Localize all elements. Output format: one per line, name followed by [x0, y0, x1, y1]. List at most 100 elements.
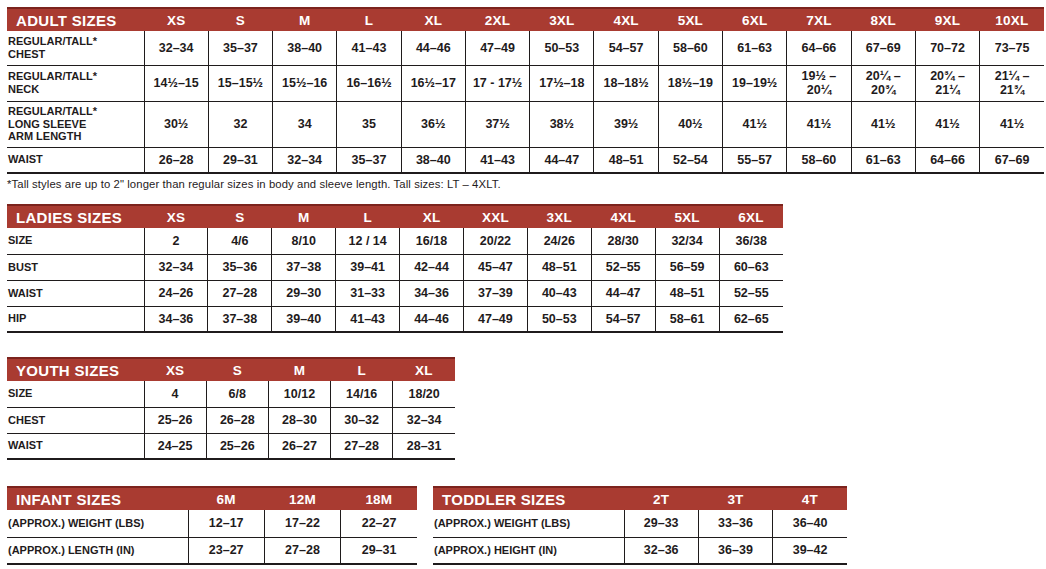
size-cell: 36½: [401, 101, 465, 147]
size-cell: 48–51: [594, 147, 658, 173]
size-cell: 62–65: [719, 306, 783, 332]
column-header-s: S: [208, 205, 272, 228]
table-row: CHEST25–2626–2828–3030–3232–34: [7, 407, 455, 433]
size-cell: 20/22: [463, 228, 527, 254]
table-row: BUST32–3435–3637–3839–4142–4445–4748–515…: [7, 254, 783, 280]
size-cell: 18½–19: [658, 65, 722, 101]
size-cell: 37½: [465, 101, 529, 147]
size-cell: 17½–18: [530, 65, 594, 101]
size-cell: 48–51: [655, 280, 719, 306]
size-cell: 21¼ – 21¾: [980, 65, 1044, 101]
row-label: BUST: [7, 254, 144, 280]
ladies-sizes-table: LADIES SIZESXSSMLXLXXL3XL4XL5XL6XLSIZE24…: [7, 204, 783, 333]
size-cell: 12 / 14: [336, 228, 400, 254]
row-label: SIZE: [7, 228, 144, 254]
size-cell: 67–69: [980, 147, 1044, 173]
size-cell: 34–36: [144, 306, 208, 332]
size-cell: 48–51: [527, 254, 591, 280]
header-row: ADULT SIZESXSSMLXL2XL3XL4XL5XL6XL7XL8XL9…: [7, 8, 1044, 31]
size-cell: 14½–15: [144, 65, 208, 101]
column-header-xxl: XXL: [463, 205, 527, 228]
table-row: WAIST26–2829–3132–3435–3738–4041–4344–47…: [7, 147, 1044, 173]
row-label: REGULAR/TALL* CHEST: [7, 31, 144, 65]
size-cell: 61–63: [723, 31, 787, 65]
size-cell: 70–72: [915, 31, 979, 65]
size-cell: 39½: [594, 101, 658, 147]
column-header-6m: 6M: [188, 487, 264, 510]
column-header-3xl: 3XL: [530, 8, 594, 31]
column-header-l: L: [336, 205, 400, 228]
column-header-3xl: 3XL: [527, 205, 591, 228]
size-cell: 36–39: [698, 537, 772, 564]
size-cell: 32–34: [144, 254, 208, 280]
size-cell: 26–27: [268, 433, 330, 459]
size-cell: 27–28: [264, 537, 340, 564]
column-header-4xl: 4XL: [591, 205, 655, 228]
size-cell: 24–25: [144, 433, 206, 459]
size-cell: 26–28: [206, 407, 268, 433]
size-cell: 41½: [851, 101, 915, 147]
table-row: REGULAR/TALL* CHEST32–3435–3738–4041–434…: [7, 31, 1044, 65]
size-cell: 24/26: [527, 228, 591, 254]
size-cell: 38–40: [273, 31, 337, 65]
size-cell: 18/20: [393, 381, 455, 407]
size-cell: 28–30: [268, 407, 330, 433]
size-cell: 32–36: [624, 537, 698, 564]
header-row: LADIES SIZESXSSMLXLXXL3XL4XL5XL6XL: [7, 205, 783, 228]
header-row: TODDLER SIZES2T3T4T: [433, 487, 847, 510]
size-cell: 15–15½: [208, 65, 272, 101]
size-cell: 31–33: [336, 280, 400, 306]
column-header-4t: 4T: [773, 487, 847, 510]
table-row: WAIST24–2525–2626–2727–2828–31: [7, 433, 455, 459]
size-cell: 55–57: [723, 147, 787, 173]
size-cell: 27–28: [331, 433, 393, 459]
size-cell: 61–63: [851, 147, 915, 173]
table-row: REGULAR/TALL* LONG SLEEVE ARM LENGTH30½3…: [7, 101, 1044, 147]
size-cell: 41–43: [336, 306, 400, 332]
size-cell: 25–26: [206, 433, 268, 459]
size-cell: 29–30: [272, 280, 336, 306]
column-header-xs: XS: [144, 205, 208, 228]
row-label: (APPROX.) HEIGHT (IN): [433, 537, 624, 564]
size-cell: 41½: [915, 101, 979, 147]
size-cell: 41–43: [465, 147, 529, 173]
column-header-l: L: [337, 8, 401, 31]
size-cell: 28/30: [591, 228, 655, 254]
row-label: REGULAR/TALL* LONG SLEEVE ARM LENGTH: [7, 101, 144, 147]
ladies-sizes-section: LADIES SIZESXSSMLXLXXL3XL4XL5XL6XLSIZE24…: [7, 204, 783, 333]
header-row: INFANT SIZES6M12M18M: [7, 487, 417, 510]
row-label: CHEST: [7, 407, 144, 433]
infant-sizes-table: INFANT SIZES6M12M18M(APPROX.) WEIGHT (LB…: [7, 486, 417, 565]
size-cell: 32/34: [655, 228, 719, 254]
size-cell: 29–33: [624, 510, 698, 537]
size-cell: 12–17: [188, 510, 264, 537]
table-row: (APPROX.) LENGTH (IN)23–2727–2829–31: [7, 537, 417, 564]
table-row: WAIST24–2627–2829–3031–3334–3637–3940–43…: [7, 280, 783, 306]
youth-table-title: YOUTH SIZES: [7, 358, 144, 381]
size-cell: 45–47: [463, 254, 527, 280]
column-header-s: S: [208, 8, 272, 31]
size-cell: 40–43: [527, 280, 591, 306]
row-label: (APPROX.) WEIGHT (LBS): [433, 510, 624, 537]
size-cell: 25–26: [144, 407, 206, 433]
column-header-8xl: 8XL: [851, 8, 915, 31]
ladies-table-title: LADIES SIZES: [7, 205, 144, 228]
column-header-7xl: 7XL: [787, 8, 851, 31]
toddler-sizes-table: TODDLER SIZES2T3T4T(APPROX.) WEIGHT (LBS…: [433, 486, 847, 565]
column-header-m: M: [273, 8, 337, 31]
size-cell: 50–53: [530, 31, 594, 65]
column-header-xl: XL: [393, 358, 455, 381]
size-cell: 33–36: [698, 510, 772, 537]
size-cell: 15½–16: [273, 65, 337, 101]
adult-sizes-section: ADULT SIZESXSSMLXL2XL3XL4XL5XL6XL7XL8XL9…: [7, 7, 1044, 190]
size-cell: 41–43: [337, 31, 401, 65]
toddler-sizes-section: TODDLER SIZES2T3T4T(APPROX.) WEIGHT (LBS…: [433, 486, 847, 565]
size-cell: 17 - 17½: [465, 65, 529, 101]
row-label: REGULAR/TALL* NECK: [7, 65, 144, 101]
size-cell: 23–27: [188, 537, 264, 564]
size-cell: 58–60: [658, 31, 722, 65]
table-row: SIZE46/810/1214/1618/20: [7, 381, 455, 407]
size-cell: 52–55: [591, 254, 655, 280]
column-header-3t: 3T: [698, 487, 772, 510]
size-cell: 58–61: [655, 306, 719, 332]
